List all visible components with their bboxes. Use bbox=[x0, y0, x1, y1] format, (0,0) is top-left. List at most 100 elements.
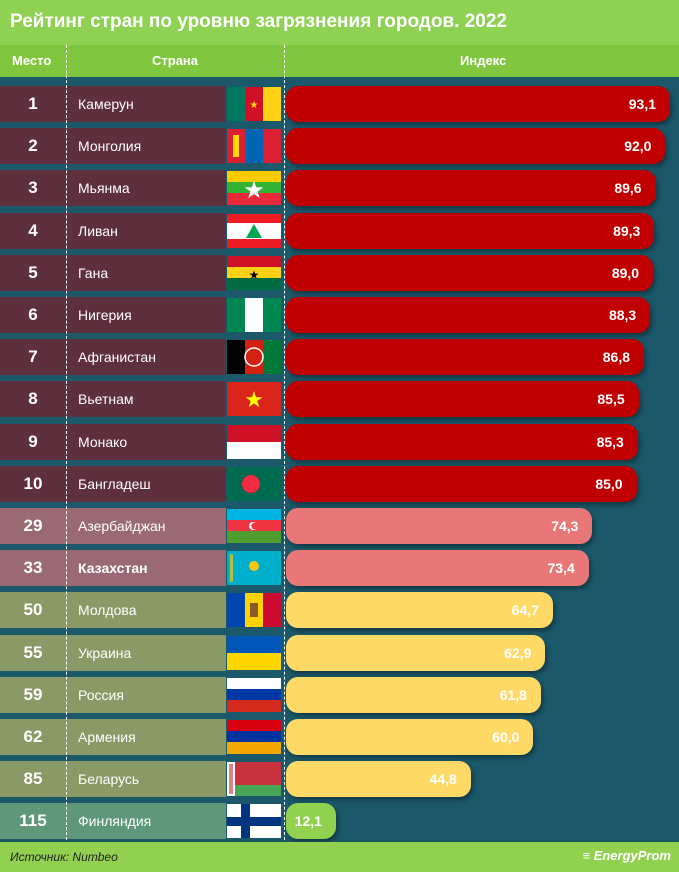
table-row: 115 Финляндия 12,1 bbox=[0, 803, 679, 840]
bar: 85,5 bbox=[286, 381, 639, 418]
country-name: Молдова bbox=[78, 602, 137, 619]
flag-afghanistan-icon bbox=[227, 340, 281, 375]
row-label: 4 Ливан bbox=[0, 212, 226, 249]
flag-ghana-icon: ★ bbox=[227, 255, 281, 290]
country-name: Россия bbox=[78, 686, 124, 703]
country-name: Монголия bbox=[78, 138, 142, 155]
table-row: 5 Гана ★ 89,0 bbox=[0, 254, 679, 291]
table-row: 62 Армения 60,0 bbox=[0, 719, 679, 755]
table-row: 10 Бангладеш 85,0 bbox=[0, 465, 679, 502]
bar: 44,8 bbox=[286, 761, 471, 798]
data-label: 12,1 bbox=[294, 813, 322, 830]
bar: 74,3 bbox=[286, 508, 593, 544]
table-row: 3 Мьянма ★ 89,6 bbox=[0, 170, 679, 207]
rank-value: 29 bbox=[23, 516, 43, 535]
table-row: 85 Беларусь 44,8 bbox=[0, 761, 679, 798]
table-row: 7 Афганистан 86,8 bbox=[0, 339, 679, 376]
data-label: 86,8 bbox=[602, 349, 630, 366]
data-label: 85,3 bbox=[596, 433, 624, 450]
data-label: 88,3 bbox=[608, 307, 637, 323]
country-name: Армения bbox=[78, 729, 136, 745]
data-label: 61,8 bbox=[499, 686, 527, 703]
flag-belarus-icon bbox=[227, 762, 281, 797]
row-label: 85 Беларусь bbox=[0, 761, 226, 798]
svg-text:★: ★ bbox=[244, 387, 264, 412]
flag-kazakhstan-icon bbox=[227, 551, 281, 586]
data-label: 89,3 bbox=[613, 222, 641, 239]
rank-value: 8 bbox=[28, 389, 38, 409]
bar: 85,3 bbox=[286, 423, 638, 460]
country-name: Бангладеш bbox=[78, 475, 151, 492]
data-label: 44,8 bbox=[429, 771, 457, 788]
data-label: 92,0 bbox=[624, 138, 652, 155]
row-label: 6 Нигерия bbox=[0, 297, 226, 333]
country-name: Вьетнам bbox=[78, 391, 134, 408]
flag-armenia-icon bbox=[227, 720, 281, 754]
svg-text:★: ★ bbox=[249, 268, 260, 282]
data-label: 89,6 bbox=[614, 180, 642, 197]
country-name: Беларусь bbox=[78, 771, 140, 788]
bar: 89,3 bbox=[286, 212, 655, 249]
bar: 64,7 bbox=[286, 592, 553, 629]
rank-value: 4 bbox=[28, 220, 38, 240]
data-label: 85,5 bbox=[597, 391, 625, 408]
rank-value: 62 bbox=[23, 727, 43, 746]
flag-russia-icon bbox=[227, 677, 281, 712]
table-row: 9 Монако 85,3 bbox=[0, 423, 679, 460]
data-label: 60,0 bbox=[492, 729, 520, 745]
table-row: 55 Украина 62,9 bbox=[0, 634, 679, 671]
table-row: 6 Нигерия 88,3 bbox=[0, 297, 679, 333]
divider bbox=[66, 45, 67, 840]
country-name: Нигерия bbox=[78, 307, 132, 323]
row-label: 10 Бангладеш bbox=[0, 465, 226, 502]
row-label: 2 Монголия bbox=[0, 128, 226, 165]
country-name: Гана bbox=[78, 264, 109, 281]
country-name: Афганистан bbox=[78, 349, 156, 366]
row-label: 9 Монако bbox=[0, 423, 226, 460]
flag-mongolia-icon bbox=[227, 129, 281, 164]
flag-nigeria-icon bbox=[227, 298, 281, 332]
country-name: Украина bbox=[78, 644, 132, 661]
header-index: Индекс bbox=[460, 53, 507, 68]
row-label: 8 Вьетнам bbox=[0, 381, 226, 418]
table-row: 29 Азербайджан 74,3 bbox=[0, 508, 679, 544]
country-name: Финляндия bbox=[78, 813, 152, 830]
header-country: Страна bbox=[152, 53, 199, 68]
row-label: 29 Азербайджан bbox=[0, 508, 226, 544]
rank-value: 10 bbox=[23, 473, 43, 493]
data-label: 85,0 bbox=[595, 475, 623, 492]
data-label: 73,4 bbox=[547, 560, 575, 577]
rank-value: 55 bbox=[23, 642, 43, 662]
table-row: 8 Вьетнам ★ 85,5 bbox=[0, 381, 679, 418]
bar: 62,9 bbox=[286, 634, 546, 671]
table-row: 1 Камерун ★ 93,1 bbox=[0, 86, 679, 122]
data-label: 89,0 bbox=[611, 264, 640, 281]
row-label: 33 Казахстан bbox=[0, 550, 226, 587]
row-label: 3 Мьянма bbox=[0, 170, 226, 207]
country-name: Монако bbox=[78, 433, 128, 450]
flag-monaco-icon bbox=[227, 424, 281, 459]
bar: 73,4 bbox=[286, 550, 589, 587]
table-row: 33 Казахстан 73,4 bbox=[0, 550, 679, 587]
bar: 85,0 bbox=[286, 465, 637, 502]
rank-value: 7 bbox=[28, 347, 38, 367]
row-label: 62 Армения bbox=[0, 719, 226, 755]
bar: 93,1 bbox=[286, 86, 670, 122]
table-row: 2 Монголия 92,0 bbox=[0, 128, 679, 165]
data-label: 93,1 bbox=[628, 96, 656, 112]
svg-text:★: ★ bbox=[250, 100, 259, 111]
rank-value: 6 bbox=[28, 305, 38, 324]
row-label: 50 Молдова bbox=[0, 592, 226, 629]
header-rank: Место bbox=[12, 53, 52, 68]
flag-myanmar-icon: ★ bbox=[227, 171, 281, 206]
row-label: 5 Гана bbox=[0, 254, 226, 291]
country-name: Ливан bbox=[78, 222, 118, 239]
table-row: 4 Ливан 89,3 bbox=[0, 212, 679, 249]
country-name: Камерун bbox=[78, 96, 134, 112]
country-name: Казахстан bbox=[78, 560, 148, 577]
row-label: 7 Афганистан bbox=[0, 339, 226, 376]
rank-value: 5 bbox=[28, 262, 38, 282]
bar: 92,0 bbox=[286, 128, 666, 165]
source-note: Источник: Numbeo bbox=[10, 850, 118, 864]
rank-value: 85 bbox=[23, 769, 43, 789]
